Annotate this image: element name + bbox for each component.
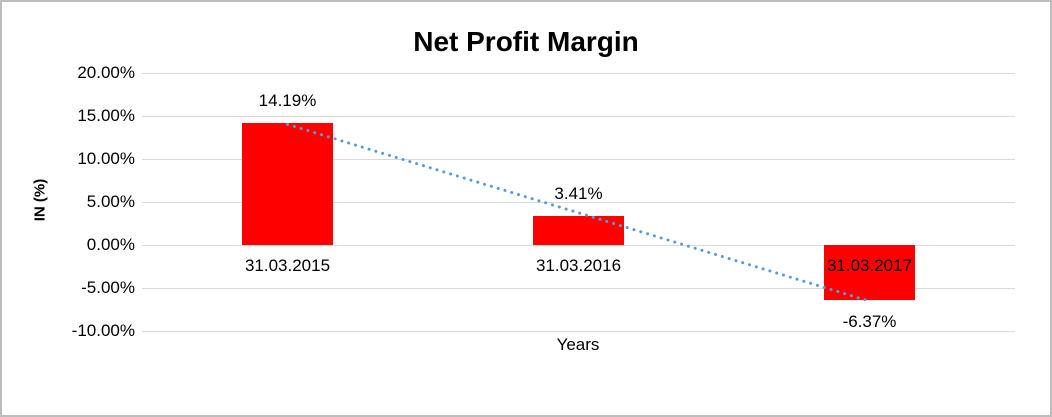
data-label: 3.41% <box>554 183 603 203</box>
category-label: 31.03.2015 <box>244 256 331 275</box>
data-label: -6.37% <box>842 311 897 331</box>
category-label: 31.03.2017 <box>826 256 913 275</box>
bar <box>533 215 624 245</box>
gridline <box>142 116 1015 117</box>
gridline <box>142 331 1015 332</box>
y-tick-label: 10.00% <box>77 149 135 168</box>
y-tick-label: -10.00% <box>71 321 135 340</box>
x-axis-title: Years <box>556 335 600 354</box>
bar <box>242 122 333 245</box>
y-tick-label: 5.00% <box>86 192 135 211</box>
chart-title: Net Profit Margin <box>413 26 639 57</box>
gridline <box>142 73 1015 74</box>
category-label: 31.03.2016 <box>535 256 622 275</box>
y-tick-label: -5.00% <box>81 278 135 297</box>
y-tick-label: 15.00% <box>77 106 135 125</box>
y-tick-label: 20.00% <box>77 63 135 82</box>
y-tick-label: 0.00% <box>86 235 135 254</box>
data-label: 14.19% <box>258 90 317 110</box>
